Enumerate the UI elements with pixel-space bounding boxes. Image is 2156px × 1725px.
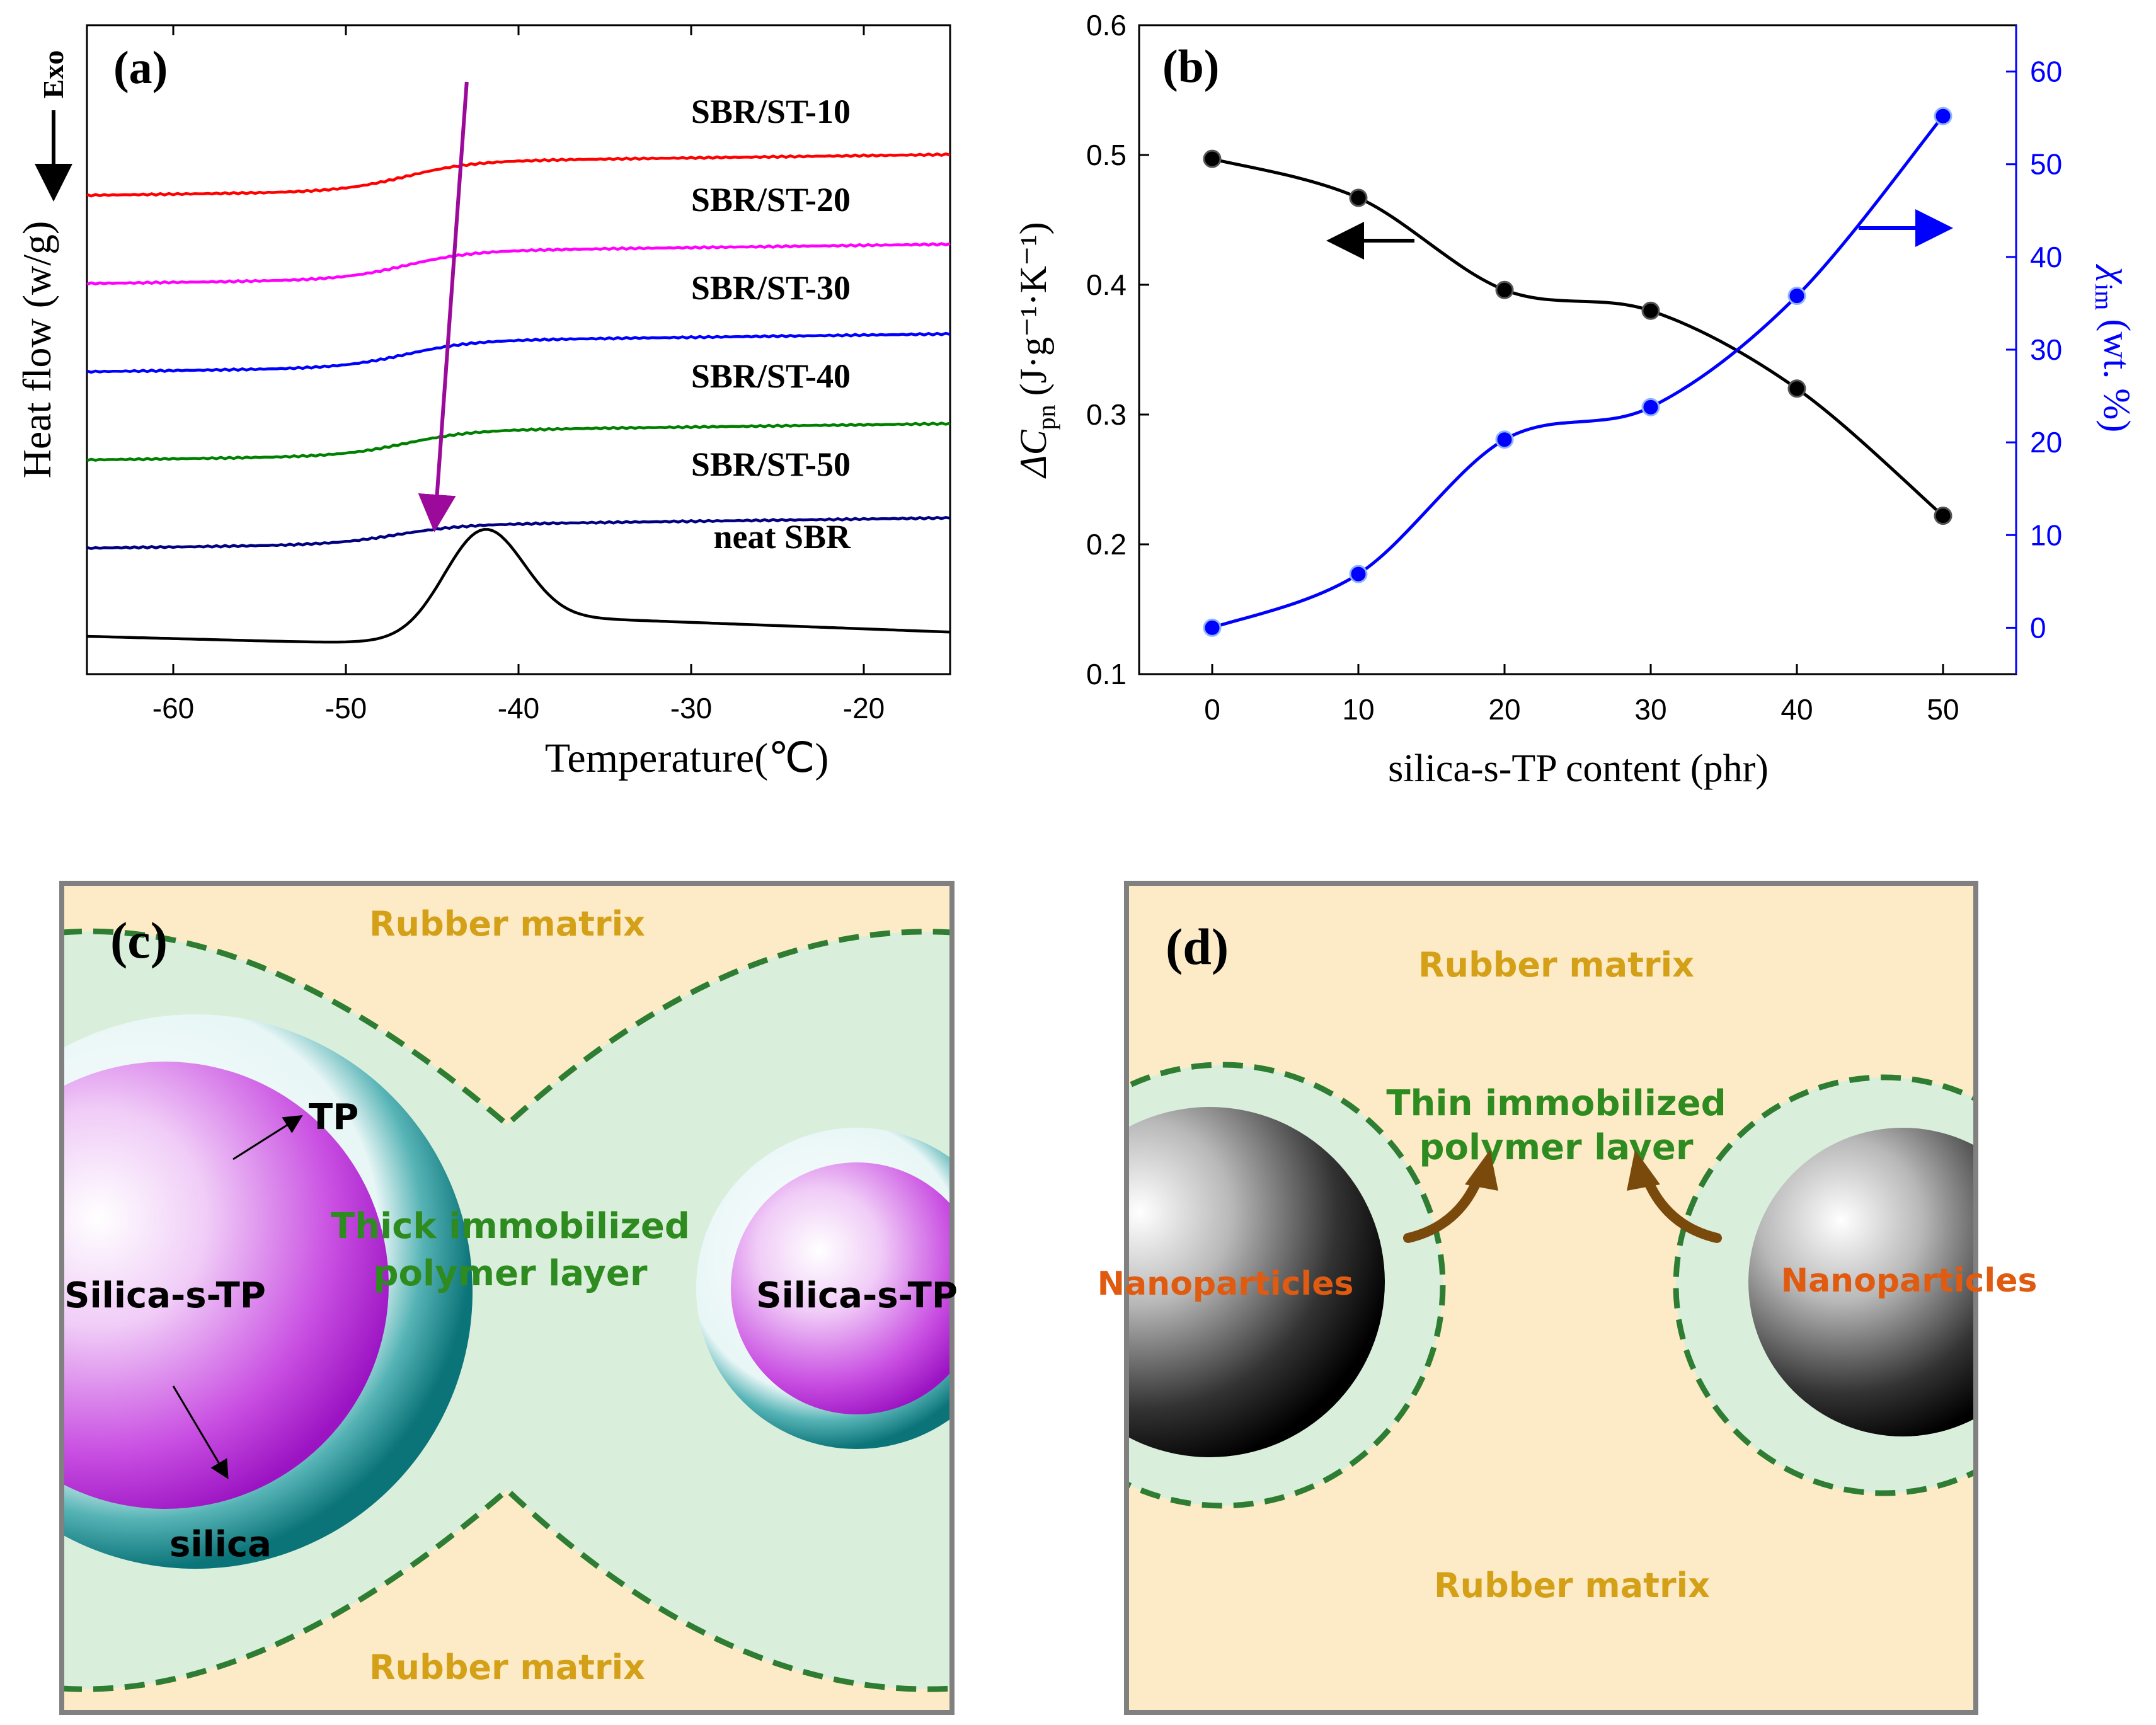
panel-c-rubber-matrix-bottom: Rubber matrix (369, 1648, 645, 1687)
left-tick-label: 0.4 (1086, 268, 1127, 301)
data-point-left-10 (1349, 188, 1368, 207)
panel-a-label: (a) (113, 42, 168, 94)
curve-sbr-st-20 (86, 242, 951, 286)
panel-a-series-labels: SBR/ST-10 SBR/ST-20 SBR/ST-30 SBR/ST-40 SBR/… (691, 93, 851, 556)
panel-a-tg-shift-arrow (418, 81, 469, 532)
panel-c-tp-pointer (232, 1115, 303, 1161)
panel-d-right-arrowhead (1627, 1150, 1660, 1191)
data-point-left-40 (1787, 379, 1806, 398)
series-label-3: SBR/ST-40 (691, 357, 851, 395)
data-point-right-40 (1787, 287, 1806, 306)
panel-b-label: (b) (1162, 41, 1219, 93)
x-tick-label: -20 (843, 692, 885, 725)
panel-c-rubber-matrix-top: Rubber matrix (369, 904, 645, 944)
panel-b-x-axis-title: silica-s-TP content (phr) (1388, 747, 1769, 790)
panel-d-rubber-matrix-bottom: Rubber matrix (1434, 1566, 1710, 1605)
right-tick-label: 10 (2030, 519, 2062, 551)
data-point-left-20 (1495, 280, 1514, 299)
panel-a-dsc-chart: SBR/ST-10 SBR/ST-20 SBR/ST-30 SBR/ST-40 SBR/… (14, 24, 951, 781)
panel-b-series (1203, 106, 1952, 637)
x-tick-label: 10 (1342, 693, 1374, 726)
left-tick-label: 0.3 (1086, 398, 1127, 431)
curve-neat-sbr (86, 528, 951, 644)
panel-c-right-silica-core (731, 1162, 952, 1414)
data-point-left-30 (1641, 301, 1660, 320)
data-point-right-10 (1349, 564, 1368, 583)
panel-d-particle-right-label: Nanoparticles (1781, 1262, 2038, 1300)
x-tick-label: 0 (1204, 693, 1220, 726)
x-tick-label: 40 (1780, 693, 1813, 726)
data-point-left-0 (1203, 149, 1222, 168)
panel-c-tp-label: TP (309, 1097, 358, 1138)
x-tick-label: -50 (325, 692, 367, 725)
panel-c-silica-label: silica (169, 1524, 272, 1565)
panel-c-schematic: (c) Rubber matrix Rubber matrix Thick im… (59, 881, 958, 1715)
panel-c-left-silica-core (62, 1062, 389, 1509)
curve-sbr-st-40 (86, 421, 951, 462)
x-tick-label: 20 (1488, 693, 1520, 726)
panel-b-ticks: 0 10 20 30 40 50 0.1 0.2 0.3 0.4 0.5 0.6 0 10 20 30 40 50… (1086, 9, 2062, 726)
right-tick-label: 0 (2030, 611, 2046, 644)
panel-b-plot-frame (1138, 24, 2017, 675)
x-tick-label: 30 (1634, 693, 1666, 726)
series-line-left (1212, 157, 1944, 517)
panel-b-left-axis-title: ΔCpn(J·g⁻¹·K⁻¹) (1012, 222, 1060, 478)
panel-d-right-nanoparticle (1748, 1128, 1976, 1436)
left-tick-label: 0.2 (1086, 528, 1127, 561)
panel-d-layer-label-line2: polymer layer (1419, 1127, 1693, 1168)
panel-d-left-arrowhead (1465, 1150, 1498, 1191)
x-tick-label: 50 (1927, 693, 1959, 726)
panel-a-exo-label: Exo (37, 50, 69, 99)
series-label-4: SBR/ST-50 (691, 445, 851, 483)
panel-a-x-axis-title: Temperature(℃) (545, 735, 829, 781)
left-tick-label: 0.6 (1086, 9, 1127, 42)
panel-c-particle-right-label: Silica-s-TP (756, 1275, 958, 1316)
x-tick-label: -40 (498, 692, 539, 725)
curve-sbr-st-50 (86, 515, 951, 551)
panel-c-frame (59, 881, 955, 1715)
data-point-left-50 (1934, 507, 1952, 525)
panel-c-label: (c) (110, 912, 168, 969)
panel-c-layer-label-line1: Thick immobilized (331, 1206, 690, 1247)
x-tick-label: -30 (670, 692, 712, 725)
panel-c-silica-pointer (172, 1385, 229, 1479)
series-label-5: neat SBR (713, 518, 851, 556)
panel-d-left-nanoparticle (1127, 1107, 1385, 1457)
left-tick-label: 0.1 (1086, 658, 1127, 691)
series-label-1: SBR/ST-20 (691, 181, 851, 219)
panel-d-label: (d) (1166, 918, 1229, 975)
panel-b-right-axis-title: χim(wt. %) (2090, 264, 2138, 433)
left-tick-label: 0.5 (1086, 139, 1127, 171)
panel-b-chart: 0 10 20 30 40 50 0.1 0.2 0.3 0.4 0.5 0.6 0 10 20 30 40 50… (1012, 9, 2138, 790)
data-point-right-50 (1934, 106, 1952, 125)
right-tick-label: 20 (2030, 426, 2062, 459)
series-label-2: SBR/ST-30 (691, 269, 851, 307)
panel-d-frame (1124, 881, 1978, 1715)
curve-sbr-st-10 (86, 152, 951, 198)
right-tick-label: 40 (2030, 241, 2062, 273)
panel-a-y-axis-title: Heat flow (w/g) (14, 221, 59, 479)
right-tick-label: 50 (2030, 148, 2062, 181)
panel-a-x-ticks: -60 -50 -40 -30 -20 (152, 25, 885, 725)
series-label-0: SBR/ST-10 (691, 93, 851, 130)
panel-d-particle-left-label: Nanoparticles (1098, 1265, 1354, 1303)
right-tick-label: 30 (2030, 333, 2062, 366)
panel-d-schematic: (d) Rubber matrix Rubber matrix Thin imm… (1098, 881, 2038, 1715)
panel-d-layer-label-line1: Thin immobilized (1386, 1083, 1726, 1124)
panel-c-particle-left-label: Silica-s-TP (64, 1275, 266, 1316)
series-line-right (1212, 115, 1944, 629)
curve-sbr-st-30 (86, 331, 951, 374)
panel-c-top-dashed-boundary (62, 928, 952, 1129)
panel-d-rubber-matrix-top: Rubber matrix (1418, 945, 1694, 985)
data-point-right-20 (1495, 430, 1514, 449)
data-point-right-0 (1203, 618, 1222, 637)
x-tick-label: -60 (152, 692, 194, 725)
panel-c-bottom-dashed-boundary (62, 1486, 952, 1692)
panel-c-layer-label-line2: polymer layer (373, 1253, 647, 1294)
data-point-right-30 (1641, 398, 1660, 416)
panel-a-curves (86, 152, 951, 644)
right-tick-label: 60 (2030, 55, 2062, 88)
